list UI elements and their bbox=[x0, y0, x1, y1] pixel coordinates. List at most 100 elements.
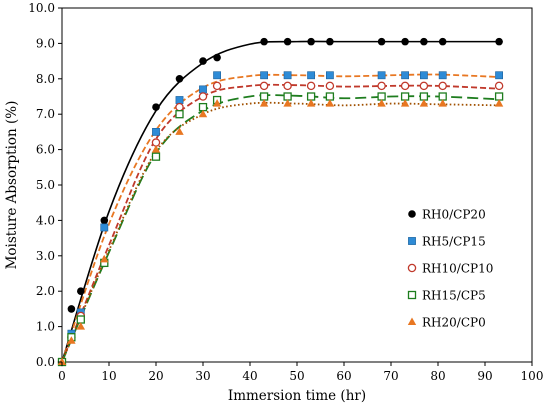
marker-rh10-cp10 bbox=[175, 102, 184, 112]
marker-rh20-cp0 bbox=[198, 109, 208, 118]
marker-rh10-cp10 bbox=[151, 138, 161, 147]
marker-rh0-cp20 bbox=[438, 37, 447, 46]
x-tick-label: 20 bbox=[148, 369, 163, 383]
marker-rh10-cp10 bbox=[325, 81, 335, 91]
x-tick-label: 80 bbox=[430, 369, 445, 383]
marker-rh10-cp10 bbox=[198, 92, 208, 101]
marker-rh5-cp15 bbox=[325, 71, 334, 80]
marker-rh20-cp0 bbox=[100, 254, 109, 263]
marker-rh15-cp5 bbox=[151, 152, 161, 161]
marker-rh5-cp15 bbox=[260, 71, 268, 80]
marker-rh20-cp0 bbox=[151, 145, 161, 153]
legend-label: RH20/CP0 bbox=[422, 316, 486, 330]
marker-rh15-cp5 bbox=[76, 315, 85, 324]
marker-rh20-cp0 bbox=[419, 99, 429, 107]
data-markers bbox=[57, 37, 504, 367]
y-tick-label: 5.0 bbox=[36, 178, 55, 192]
marker-rh15-cp5 bbox=[438, 92, 447, 101]
legend-label: RH15/CP5 bbox=[422, 289, 486, 303]
legend-marker-rh15-cp5 bbox=[407, 290, 417, 300]
marker-rh5-cp15 bbox=[152, 128, 160, 136]
marker-rh0-cp20 bbox=[283, 37, 292, 46]
y-tick-label: 4.0 bbox=[36, 213, 55, 227]
marker-rh5-cp15 bbox=[419, 71, 428, 80]
y-tick-label: 3.0 bbox=[36, 249, 55, 263]
x-tick-label: 0 bbox=[58, 369, 66, 383]
x-tick-label: 100 bbox=[521, 369, 544, 383]
y-axis-title: Moisture Absorption (%) bbox=[4, 101, 20, 270]
marker-rh0-cp20 bbox=[67, 305, 76, 313]
marker-rh15-cp5 bbox=[325, 92, 335, 101]
marker-rh5-cp15 bbox=[283, 71, 292, 80]
y-tick-label: 6.0 bbox=[36, 143, 55, 157]
fit-line-rh10-cp10 bbox=[61, 83, 500, 363]
x-tick-label: 50 bbox=[289, 369, 304, 383]
x-tick-label: 10 bbox=[101, 369, 116, 383]
marker-rh15-cp5 bbox=[377, 92, 386, 101]
x-tick-label: 60 bbox=[336, 369, 351, 383]
marker-rh5-cp15 bbox=[377, 71, 386, 80]
marker-rh15-cp5 bbox=[306, 92, 316, 101]
marker-rh5-cp15 bbox=[100, 223, 109, 232]
marker-rh10-cp10 bbox=[306, 81, 316, 91]
y-tick-label: 10.0 bbox=[28, 1, 55, 15]
marker-rh0-cp20 bbox=[260, 37, 268, 46]
y-tick-label: 9.0 bbox=[36, 36, 55, 50]
marker-rh0-cp20 bbox=[175, 75, 184, 83]
marker-rh20-cp0 bbox=[400, 99, 410, 107]
marker-rh15-cp5 bbox=[259, 92, 269, 101]
y-tick-label: 8.0 bbox=[36, 72, 55, 86]
fit-lines bbox=[61, 40, 500, 363]
x-tick-label: 90 bbox=[477, 369, 492, 383]
legend-marker-rh10-cp10 bbox=[407, 263, 417, 273]
marker-rh15-cp5 bbox=[283, 92, 292, 101]
x-tick-label: 30 bbox=[195, 369, 210, 383]
legend-marker-rh0-cp20 bbox=[408, 210, 416, 218]
marker-rh10-cp10 bbox=[212, 81, 222, 91]
legend-marker-rh20-cp0 bbox=[407, 317, 417, 325]
marker-rh15-cp5 bbox=[419, 92, 429, 101]
legend-label: RH10/CP10 bbox=[422, 262, 493, 276]
marker-rh10-cp10 bbox=[419, 81, 429, 91]
legend-label: RH5/CP15 bbox=[422, 235, 486, 249]
marker-rh20-cp0 bbox=[325, 99, 335, 107]
marker-rh20-cp0 bbox=[306, 99, 316, 107]
y-tick-label: 0.0 bbox=[36, 355, 55, 369]
legend-label: RH0/CP20 bbox=[422, 208, 486, 222]
marker-rh15-cp5 bbox=[494, 92, 504, 101]
marker-rh0-cp20 bbox=[199, 57, 207, 65]
axes: 0 10 20 30 40 50 60 70 80 90 100 0.0 1.0 2.0 3.0 4.0 5.0… bbox=[28, 1, 543, 383]
y-tick-label: 2.0 bbox=[36, 284, 55, 298]
marker-rh15-cp5 bbox=[198, 102, 208, 112]
marker-rh0-cp20 bbox=[495, 37, 503, 46]
marker-rh10-cp10 bbox=[400, 81, 410, 91]
marker-rh5-cp15 bbox=[307, 71, 315, 80]
marker-rh15-cp5 bbox=[400, 92, 410, 101]
y-tick-label: 1.0 bbox=[36, 320, 55, 334]
marker-rh20-cp0 bbox=[57, 357, 67, 365]
marker-rh20-cp0 bbox=[438, 99, 447, 107]
legend: RH0/CP20 RH5/CP15 RH10/CP10 RH15/CP5 RH20/CP… bbox=[407, 208, 493, 330]
marker-rh5-cp15 bbox=[438, 71, 447, 80]
marker-rh5-cp15 bbox=[401, 71, 409, 80]
marker-rh20-cp0 bbox=[175, 127, 184, 135]
marker-rh0-cp20 bbox=[152, 103, 160, 111]
marker-rh10-cp10 bbox=[377, 81, 386, 91]
marker-rh0-cp20 bbox=[213, 53, 221, 62]
marker-rh0-cp20 bbox=[77, 287, 85, 296]
marker-rh10-cp10 bbox=[494, 81, 504, 91]
marker-rh5-cp15 bbox=[175, 96, 184, 104]
legend-marker-rh5-cp15 bbox=[408, 237, 416, 245]
marker-rh20-cp0 bbox=[212, 99, 222, 107]
marker-rh20-cp0 bbox=[377, 99, 386, 107]
marker-rh0-cp20 bbox=[420, 37, 428, 46]
marker-rh5-cp15 bbox=[199, 85, 207, 94]
y-tick-label: 7.0 bbox=[36, 107, 55, 121]
marker-rh20-cp0 bbox=[76, 322, 85, 330]
marker-rh10-cp10 bbox=[438, 81, 447, 91]
marker-rh10-cp10 bbox=[283, 81, 292, 91]
marker-rh0-cp20 bbox=[307, 37, 315, 46]
x-tick-label: 40 bbox=[242, 369, 257, 383]
marker-rh0-cp20 bbox=[401, 37, 409, 46]
marker-rh15-cp5 bbox=[175, 110, 184, 119]
